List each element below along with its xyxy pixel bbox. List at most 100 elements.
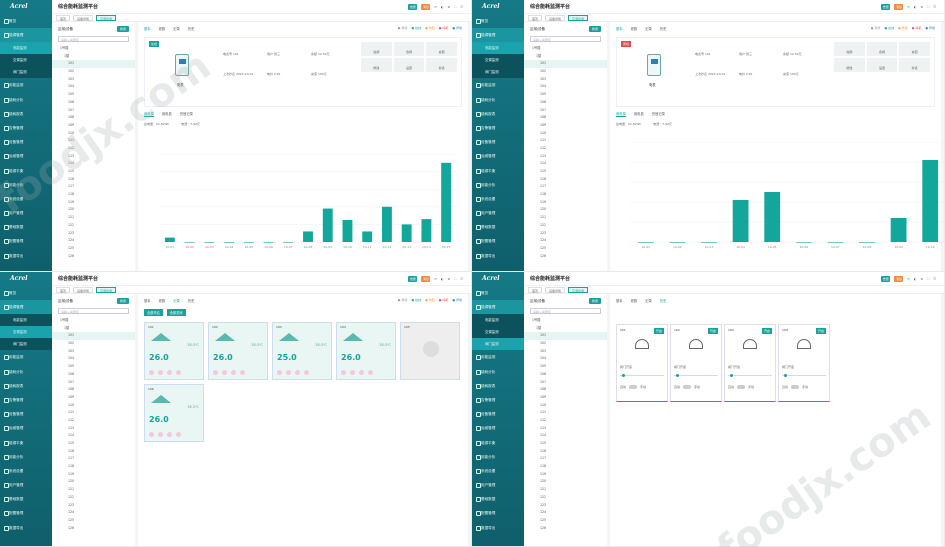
sidebar-item[interactable]: 能源管理: [0, 28, 52, 43]
tree-node[interactable]: 113: [68, 153, 75, 158]
toolbar-icon[interactable]: ⚙: [447, 277, 451, 281]
mode-icon[interactable]: [350, 370, 355, 375]
toolbar-icon[interactable]: ⛶: [454, 277, 457, 281]
content-tab[interactable]: 参数: [630, 27, 638, 31]
sidebar-item[interactable]: 能源平衡: [472, 164, 524, 178]
toolbar-icon[interactable]: ⚙: [920, 277, 924, 281]
mode-icon[interactable]: [304, 370, 309, 375]
toolbar-icon[interactable]: ⚙: [920, 5, 924, 9]
tree-node[interactable]: 118: [68, 192, 75, 197]
search-input[interactable]: 请输入关键字: [58, 308, 129, 314]
mode-icon[interactable]: [295, 370, 300, 375]
message-pill[interactable]: 消息: [421, 276, 431, 282]
sidebar-item[interactable]: 能耗报表: [472, 107, 524, 121]
tree-node[interactable]: 107: [540, 107, 547, 112]
tree-node[interactable]: 110: [540, 402, 547, 407]
sidebar-item[interactable]: 能耗报表: [472, 379, 524, 393]
alarm-pill[interactable]: 告警: [408, 276, 418, 282]
ac-card[interactable]: 106 26.0 38.5℃: [144, 384, 204, 442]
manual-label[interactable]: 手动: [748, 385, 755, 389]
bar[interactable]: [283, 242, 294, 243]
tree-node[interactable]: 104: [68, 84, 75, 89]
tree-node[interactable]: 118: [540, 192, 547, 197]
tree-node[interactable]: 113: [540, 425, 547, 430]
bar[interactable]: [224, 242, 234, 243]
add-button[interactable]: 新增: [116, 26, 129, 32]
bar[interactable]: [303, 231, 313, 242]
tab-0[interactable]: 首页: [528, 14, 543, 21]
tree-floor[interactable]: 1楼: [64, 325, 70, 330]
tree-node[interactable]: 110: [68, 130, 75, 135]
mode-icon[interactable]: [231, 370, 236, 375]
action-button[interactable]: 设置: [866, 58, 898, 72]
tree-node[interactable]: 103: [540, 348, 547, 353]
content-tab[interactable]: 记录: [645, 299, 652, 303]
tree-node[interactable]: 108: [540, 387, 547, 392]
sidebar-subitem[interactable]: 空调监测: [472, 54, 524, 67]
sidebar-item[interactable]: 用户管理: [472, 206, 524, 220]
toolbar-icon[interactable]: ⛶: [927, 277, 930, 281]
tree-node[interactable]: 112: [540, 417, 547, 422]
tree-node[interactable]: 126: [68, 525, 75, 530]
tab-2[interactable]: 空调监测: [96, 286, 117, 293]
add-button[interactable]: 新增: [588, 298, 601, 304]
mode-icon[interactable]: [286, 370, 291, 375]
sub-tab[interactable]: 用电量: [616, 112, 626, 117]
bar[interactable]: [827, 242, 844, 243]
tree-node[interactable]: 116: [68, 448, 75, 453]
tree-node[interactable]: 115: [68, 441, 75, 445]
tree-node[interactable]: 119: [540, 199, 547, 204]
action-button[interactable]: 设置: [393, 58, 425, 72]
tree-node[interactable]: 120: [68, 207, 75, 212]
tree-node[interactable]: 105: [68, 364, 75, 369]
valve-card[interactable]: 101 开启 阀门开度 自动 手动: [616, 324, 668, 402]
bar[interactable]: [184, 242, 195, 243]
sidebar-item[interactable]: 设备管理: [472, 407, 524, 421]
tab-1[interactable]: 设备详情: [545, 14, 566, 21]
sidebar-subitem[interactable]: 电能监测: [472, 314, 524, 327]
tree-node[interactable]: 102: [68, 341, 75, 346]
tree-node[interactable]: 124: [540, 238, 547, 243]
tree-node[interactable]: 103: [68, 348, 75, 353]
sidebar-item[interactable]: 数据导出: [0, 521, 52, 535]
tree-node[interactable]: 120: [68, 479, 75, 484]
tab-0[interactable]: 首页: [56, 14, 71, 21]
valve-card[interactable]: 102 开启 阀门开度 自动 手动: [670, 324, 722, 402]
toolbar-icon[interactable]: ⛶: [927, 5, 930, 9]
tree-node[interactable]: 105: [540, 92, 547, 97]
mode-icon[interactable]: [213, 370, 218, 375]
sidebar-item[interactable]: 告警管理: [472, 121, 524, 135]
sidebar-item[interactable]: 设备管理: [0, 407, 52, 421]
mode-icon[interactable]: [222, 370, 227, 375]
mode-icon[interactable]: [149, 432, 154, 437]
auto-toggle[interactable]: [737, 385, 746, 389]
action-button[interactable]: 拉闸: [361, 42, 392, 56]
tree-root[interactable]: 1号楼: [60, 46, 69, 50]
content-tab[interactable]: 参数: [158, 299, 166, 303]
tree-node[interactable]: 112: [68, 417, 75, 422]
sub-tab[interactable]: 用电费: [161, 112, 172, 116]
message-pill[interactable]: 消息: [894, 276, 904, 282]
sidebar-item[interactable]: 能耗报表: [0, 379, 52, 393]
tree-node[interactable]: 123: [68, 230, 75, 235]
tree-node[interactable]: 119: [68, 471, 75, 476]
ac-action-button[interactable]: 全部关闭: [166, 309, 186, 316]
sidebar-item[interactable]: 用能分析: [0, 178, 52, 192]
tree-floor[interactable]: 1楼: [64, 53, 70, 58]
tree-node[interactable]: 108: [540, 115, 547, 120]
sidebar-item[interactable]: 配置管理: [0, 234, 52, 248]
tree-node[interactable]: 121: [68, 215, 75, 220]
tree-node[interactable]: 124: [68, 510, 75, 515]
sidebar-item[interactable]: 运维管理: [0, 149, 52, 163]
tree-node[interactable]: 116: [68, 176, 75, 181]
tree-node[interactable]: 119: [68, 199, 75, 204]
sidebar-item[interactable]: 用能监测: [472, 350, 524, 364]
tree-node[interactable]: 104: [540, 84, 547, 89]
tree-node[interactable]: 122: [540, 222, 547, 227]
manual-label[interactable]: 手动: [694, 385, 701, 389]
sidebar-item[interactable]: 用能监测: [472, 78, 524, 92]
sidebar-subitem[interactable]: 阀门监测: [472, 338, 524, 351]
tree-node[interactable]: 105: [68, 92, 75, 97]
sidebar-item[interactable]: 用户管理: [472, 478, 524, 492]
tree-node[interactable]: 123: [68, 502, 75, 507]
